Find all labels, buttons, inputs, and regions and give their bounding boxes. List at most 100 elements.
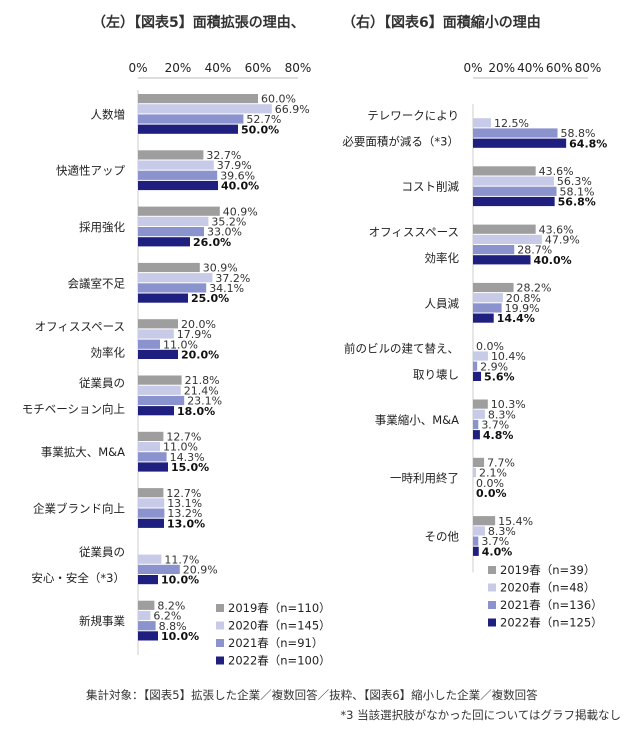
left-bar bbox=[138, 319, 178, 329]
left-bar bbox=[138, 349, 178, 359]
right-bar bbox=[473, 313, 494, 323]
right-x-tick-label: 0% bbox=[463, 61, 482, 75]
left-data-label: 10.0% bbox=[161, 574, 199, 587]
left-data-label: 33.0% bbox=[207, 226, 242, 239]
right-category-label: 必要面積が減る（*3） bbox=[342, 134, 459, 148]
left-data-label: 13.0% bbox=[167, 517, 205, 530]
left-data-label: 21.4% bbox=[184, 384, 219, 397]
left-data-label: 39.6% bbox=[220, 169, 255, 182]
left-bar bbox=[138, 293, 188, 303]
left-category-label: オフィススペース bbox=[35, 320, 125, 334]
left-bar bbox=[138, 329, 174, 339]
right-category-label: コスト削減 bbox=[402, 180, 460, 194]
right-data-label: 8.3% bbox=[488, 408, 516, 421]
right-data-label: 58.1% bbox=[560, 185, 595, 198]
right-data-label: 43.6% bbox=[539, 165, 574, 178]
right-data-label: 20.8% bbox=[506, 292, 541, 305]
left-x-tick-label: 20% bbox=[165, 61, 192, 75]
right-data-label: 4.8% bbox=[483, 429, 514, 442]
left-bar bbox=[138, 564, 180, 574]
left-data-label: 23.1% bbox=[187, 395, 222, 408]
left-category-label: 採用強化 bbox=[79, 220, 125, 234]
left-data-label: 40.9% bbox=[223, 205, 258, 218]
left-x-tick-label: 0% bbox=[128, 61, 147, 75]
left-bar bbox=[138, 575, 158, 585]
left-bar bbox=[138, 452, 167, 462]
left-category-label: 安心・安全（*3） bbox=[31, 571, 125, 585]
right-data-label: 7.7% bbox=[487, 457, 515, 470]
left-legend-label: 2021春（n=91） bbox=[228, 636, 323, 650]
right-category-label: その他 bbox=[425, 530, 460, 544]
left-category-label: 効率化 bbox=[91, 346, 126, 360]
left-bar bbox=[138, 160, 214, 170]
left-data-label: 35.2% bbox=[211, 216, 246, 229]
right-bar bbox=[473, 526, 485, 536]
left-x-tick-label: 60% bbox=[245, 61, 272, 75]
left-bar bbox=[138, 104, 272, 114]
right-data-label: 40.0% bbox=[534, 254, 572, 267]
right-bar bbox=[473, 536, 479, 546]
right-bar bbox=[473, 234, 542, 244]
right-data-label: 15.4% bbox=[498, 515, 533, 528]
left-legend-swatch bbox=[216, 639, 224, 647]
footnote-note: *3 当該選択肢がなかった回についてはグラフ掲載なし bbox=[340, 708, 621, 722]
right-data-label: 64.8% bbox=[569, 137, 607, 150]
right-bar bbox=[473, 166, 536, 176]
left-category-label: 新規事業 bbox=[79, 614, 125, 628]
left-data-label: 14.3% bbox=[170, 451, 205, 464]
left-data-label: 21.8% bbox=[185, 374, 220, 387]
right-category-label: テレワークにより bbox=[367, 108, 459, 122]
right-legend-swatch bbox=[488, 601, 496, 609]
right-bar bbox=[473, 282, 514, 293]
right-legend-label: 2021春（n=136） bbox=[500, 598, 603, 612]
right-legend-label: 2020春（n=48） bbox=[500, 581, 595, 595]
right-data-label: 56.3% bbox=[557, 175, 592, 188]
right-data-label: 28.7% bbox=[517, 244, 552, 257]
right-bar bbox=[473, 371, 482, 381]
right-legend-label: 2022春（n=125） bbox=[500, 616, 603, 630]
left-legend-label: 2019春（n=110） bbox=[228, 601, 331, 615]
left-category-label: 従業員の bbox=[79, 545, 125, 559]
right-bar bbox=[473, 361, 478, 371]
left-data-label: 17.9% bbox=[177, 328, 212, 341]
left-bar bbox=[138, 518, 164, 528]
right-data-label: 43.6% bbox=[539, 223, 574, 236]
left-data-label: 11.0% bbox=[163, 441, 198, 454]
right-data-label: 10.3% bbox=[491, 398, 526, 411]
left-bar bbox=[138, 180, 218, 191]
right-data-label: 12.5% bbox=[494, 117, 529, 130]
left-data-label: 25.0% bbox=[191, 292, 229, 305]
right-data-label: 0.0% bbox=[476, 477, 504, 490]
left-bar bbox=[138, 610, 151, 621]
right-data-label: 56.8% bbox=[558, 196, 596, 209]
left-data-label: 12.7% bbox=[166, 431, 201, 444]
left-data-label: 66.9% bbox=[275, 103, 310, 116]
left-category-label: 快適性アップ bbox=[56, 164, 125, 178]
right-bar bbox=[473, 516, 496, 526]
left-bar bbox=[138, 124, 238, 134]
left-data-label: 8.2% bbox=[157, 599, 185, 612]
right-data-label: 0.0% bbox=[476, 487, 507, 500]
right-bar bbox=[473, 468, 477, 478]
right-data-label: 2.1% bbox=[479, 467, 507, 480]
left-legend-swatch bbox=[216, 656, 224, 665]
left-data-label: 52.7% bbox=[246, 113, 281, 126]
right-category-label: 一時利用終了 bbox=[390, 471, 459, 485]
left-category-label: 会議室不足 bbox=[68, 276, 126, 290]
left-bar bbox=[138, 621, 156, 631]
left-x-tick-label: 40% bbox=[205, 61, 232, 75]
left-bar bbox=[138, 114, 244, 124]
left-data-label: 50.0% bbox=[241, 123, 279, 136]
right-data-label: 28.2% bbox=[517, 282, 552, 295]
right-bar bbox=[473, 430, 480, 440]
left-data-label: 37.2% bbox=[215, 272, 250, 285]
left-data-label: 20.9% bbox=[183, 564, 218, 577]
right-bar bbox=[473, 303, 502, 313]
left-data-label: 15.0% bbox=[171, 461, 209, 474]
right-legend-swatch bbox=[488, 566, 496, 574]
right-data-label: 14.4% bbox=[497, 312, 535, 325]
right-legend-label: 2019春（n=39） bbox=[500, 563, 595, 577]
left-data-label: 20.0% bbox=[181, 349, 219, 362]
